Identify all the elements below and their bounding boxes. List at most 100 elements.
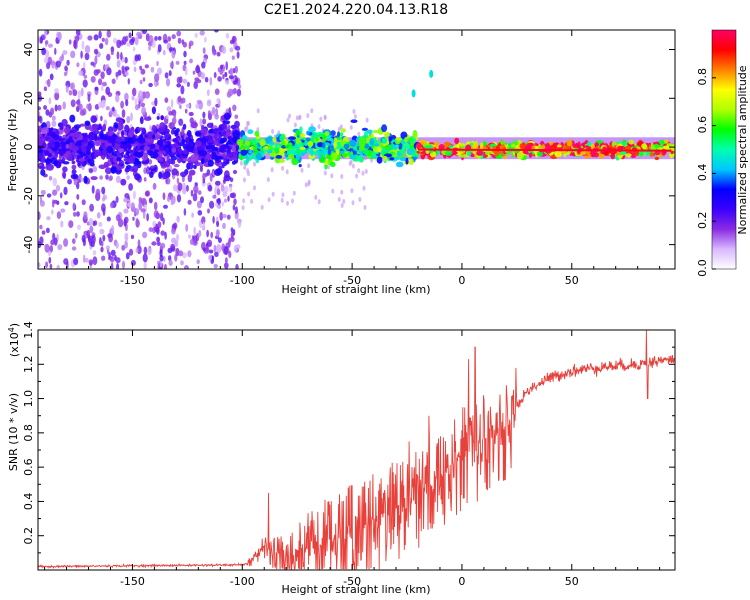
noise-blob xyxy=(57,31,62,41)
noise-blob xyxy=(55,184,61,192)
core-band-noisy-blob xyxy=(170,155,178,161)
core-band-strong-blob xyxy=(600,150,605,154)
core-band-noisy-blob xyxy=(71,164,77,170)
core-band-transition-blob xyxy=(383,155,388,162)
core-band-strong-blob xyxy=(654,156,660,161)
noise-blob xyxy=(222,222,226,230)
core-band-noisy-blob xyxy=(197,150,202,155)
core-band-noisy-blob xyxy=(231,160,236,165)
core-band-noisy-blob xyxy=(174,130,179,137)
core-band-noisy-blob xyxy=(119,135,126,143)
noise-blob xyxy=(231,55,235,60)
noise-blob xyxy=(216,188,221,196)
noise-blob xyxy=(154,73,160,82)
noise-blob xyxy=(140,102,146,108)
noise-blob xyxy=(47,78,51,88)
core-band-transition-blob xyxy=(349,139,357,147)
core-band-strong-blob xyxy=(522,150,529,155)
noise-blob xyxy=(115,242,119,249)
snr-x-tick-label: 50 xyxy=(565,575,579,588)
core-band-noisy-blob xyxy=(171,143,179,149)
noise-blob xyxy=(131,95,135,101)
noise-blob xyxy=(132,46,136,52)
noise-blob xyxy=(76,105,80,113)
snr-y-tick-label: 1.4 xyxy=(22,321,35,339)
noise-blob xyxy=(38,262,41,268)
noise-blob xyxy=(90,241,95,248)
core-band-noisy-blob xyxy=(73,124,81,129)
core-band-noisy-blob xyxy=(103,161,110,168)
core-band-noisy-blob xyxy=(170,129,175,135)
core-band-noisy-blob xyxy=(127,157,135,164)
noise-blob xyxy=(209,76,213,86)
core-band-noisy-blob xyxy=(149,150,154,155)
core-band-noisy-blob xyxy=(65,144,70,149)
noise-blob xyxy=(124,240,128,249)
noise-blob xyxy=(295,115,299,121)
core-band-noisy-blob xyxy=(227,136,232,140)
noise-blob xyxy=(63,258,69,265)
noise-blob xyxy=(130,202,135,211)
noise-blob xyxy=(48,256,52,264)
spectrogram-y-tick-label: 20 xyxy=(22,91,35,105)
noise-blob xyxy=(50,107,55,116)
core-band-noisy-blob xyxy=(188,169,196,176)
core-band-noisy-blob xyxy=(199,150,208,157)
noise-blob xyxy=(92,250,97,256)
core-band-noisy-blob xyxy=(90,115,97,123)
core-band-noisy-blob xyxy=(150,165,155,169)
core-band-noisy-blob xyxy=(56,162,61,168)
noise-blob xyxy=(88,168,94,174)
core-band-noisy-blob xyxy=(137,127,145,131)
noise-blob xyxy=(159,260,163,268)
noise-blob xyxy=(121,65,125,74)
noise-blob xyxy=(179,104,182,109)
core-band-transition-blob xyxy=(322,134,327,142)
noise-blob xyxy=(75,30,81,36)
core-band-noisy-blob xyxy=(155,157,162,161)
noise-blob xyxy=(78,173,82,180)
core-band-noisy-blob xyxy=(143,145,150,152)
noise-blob xyxy=(192,70,196,75)
core-band-transition-blob xyxy=(405,143,411,150)
core-band-transition-blob xyxy=(243,160,247,166)
noise-blob xyxy=(157,36,162,41)
noise-blob xyxy=(54,91,60,101)
core-band-noisy-blob xyxy=(38,152,44,159)
noise-blob xyxy=(137,239,141,249)
core-band-noisy-blob xyxy=(138,138,146,144)
core-band-noisy-blob xyxy=(139,116,144,125)
noise-blob xyxy=(104,64,108,71)
noise-blob xyxy=(157,67,162,76)
core-band-noisy-blob xyxy=(109,135,117,143)
noise-blob xyxy=(62,50,68,55)
noise-blob xyxy=(208,254,213,261)
noise-blob xyxy=(185,103,191,108)
core-band-transition-blob xyxy=(295,153,301,161)
noise-blob xyxy=(143,246,148,255)
core-band-noisy-blob xyxy=(52,129,57,133)
core-band-noisy-blob xyxy=(92,130,100,135)
noise-blob xyxy=(199,30,205,36)
noise-blob xyxy=(126,115,131,124)
core-band-transition-blob xyxy=(309,148,314,157)
noise-blob xyxy=(250,198,254,204)
noise-blob xyxy=(157,44,162,53)
noise-blob xyxy=(162,217,165,225)
noise-blob xyxy=(100,85,104,92)
noise-blob xyxy=(126,42,131,47)
core-band-noisy-blob xyxy=(221,161,228,167)
snr-x-tick-label: 0 xyxy=(458,575,465,588)
noise-blob xyxy=(340,189,344,195)
core-band-noisy-blob xyxy=(73,174,77,179)
noise-blob xyxy=(187,250,192,258)
noise-blob xyxy=(288,113,292,119)
noise-blob xyxy=(86,229,91,239)
noise-blob xyxy=(163,204,168,209)
noise-blob xyxy=(136,31,142,37)
core-band-noisy-blob xyxy=(228,156,234,162)
snr-y-tick-label: 1.0 xyxy=(22,390,35,408)
noise-blob xyxy=(228,107,231,114)
noise-blob xyxy=(256,108,260,114)
noise-blob xyxy=(52,177,57,187)
